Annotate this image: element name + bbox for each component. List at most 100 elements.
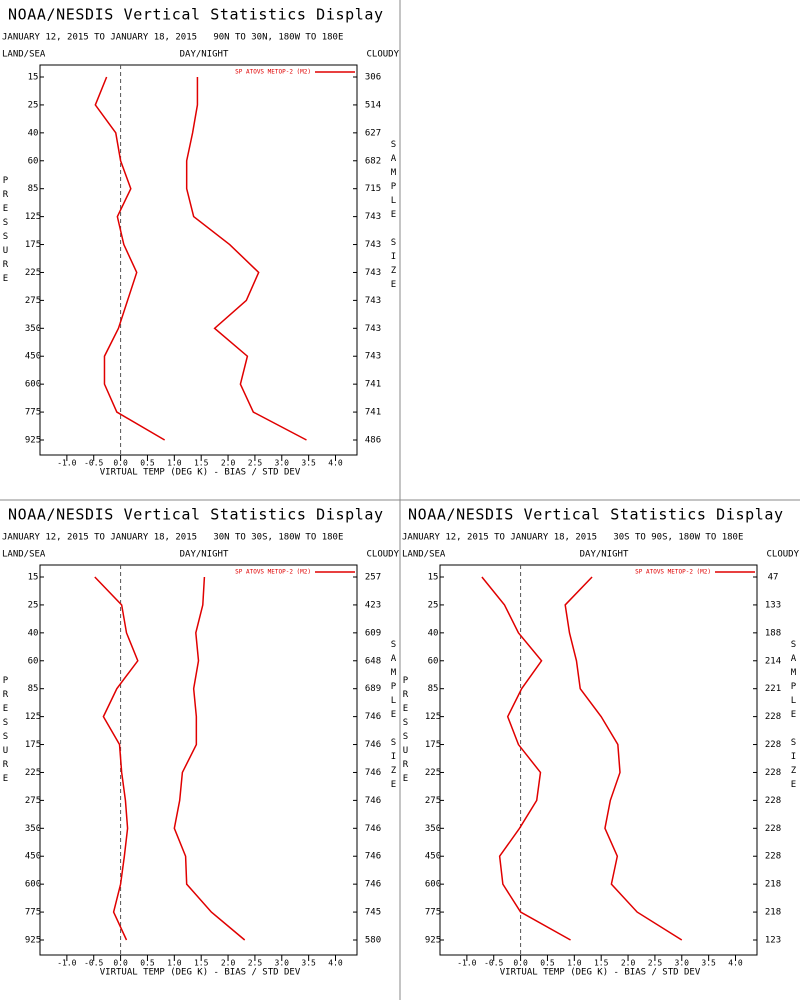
y-tick-label: 225 [425, 768, 441, 778]
x-tick-label: 0.0 [113, 459, 128, 468]
y-tick-label: 600 [425, 880, 441, 890]
x-tick-label: 3.5 [701, 959, 716, 968]
y-tick-label: 775 [425, 908, 441, 918]
sample-size-label: 228 [765, 824, 781, 834]
y-tick-label: 15 [428, 573, 439, 583]
sample-size-label: 47 [768, 573, 779, 583]
y-tick-label: 225 [25, 268, 41, 278]
x-tick-label: 0.0 [113, 959, 128, 968]
chart-title: NOAA/NESDIS Vertical Statistics Display [8, 506, 384, 524]
y-tick-label: 775 [25, 408, 41, 418]
x-tick-label: 2.5 [248, 959, 263, 968]
y-tick-label: 275 [25, 296, 41, 306]
sample-size-label: 228 [765, 768, 781, 778]
sample-size-label: 746 [365, 852, 381, 862]
y-tick-label: 600 [25, 880, 41, 890]
y-tick-label: 25 [428, 600, 439, 610]
x-tick-label: -0.5 [84, 459, 103, 468]
y-tick-label: 925 [425, 936, 441, 946]
x-tick-label: 1.0 [567, 959, 582, 968]
sample-size-label: 627 [365, 128, 381, 138]
y-tick-label: 60 [28, 656, 39, 666]
x-tick-label: 3.5 [301, 459, 316, 468]
land-sea-label: LAND/SEA [402, 550, 446, 560]
sample-size-label: 746 [365, 824, 381, 834]
series-line [94, 576, 139, 941]
x-axis-label: VIRTUAL TEMP (DEG K) - BIAS / STD DEV [100, 468, 301, 478]
x-axis-label: VIRTUAL TEMP (DEG K) - BIAS / STD DEV [500, 968, 701, 978]
day-night-label: DAY/NIGHT [180, 50, 229, 60]
chart-subtitle: JANUARY 12, 2015 TO JANUARY 18, 2015 90N… [2, 33, 343, 43]
y-tick-label: 85 [28, 184, 39, 194]
y2-axis-label: SAMPLE SIZE [789, 640, 799, 794]
x-tick-label: 2.0 [621, 959, 636, 968]
x-tick-label: -1.0 [57, 959, 76, 968]
y-tick-label: 25 [28, 600, 39, 610]
chart-subtitle: JANUARY 12, 2015 TO JANUARY 18, 2015 30N… [2, 533, 343, 543]
land-sea-label: LAND/SEA [2, 50, 46, 60]
sample-size-label: 228 [765, 796, 781, 806]
x-tick-label: 3.0 [675, 959, 690, 968]
sample-size-label: 743 [365, 352, 381, 362]
x-tick-label: 2.5 [648, 959, 663, 968]
chart-subtitle: JANUARY 12, 2015 TO JANUARY 18, 2015 30S… [402, 533, 743, 543]
y-axis-label: PRESSURE [1, 676, 11, 788]
sample-size-label: 609 [365, 628, 381, 638]
sample-size-label: 221 [765, 684, 781, 694]
series-line [185, 77, 307, 441]
legend-label: SP ATOVS METOP-2 (M2) [235, 569, 311, 576]
x-tick-label: 4.0 [328, 459, 343, 468]
y-tick-label: 40 [428, 628, 439, 638]
sample-size-label: 743 [365, 324, 381, 334]
sample-size-label: 218 [765, 880, 781, 890]
sample-size-label: 746 [365, 712, 381, 722]
y-tick-label: 15 [28, 573, 39, 583]
y-tick-label: 60 [428, 656, 439, 666]
series-line [173, 576, 246, 941]
x-tick-label: 0.5 [540, 959, 555, 968]
sample-size-label: 514 [365, 100, 381, 110]
land-sea-label: LAND/SEA [2, 550, 46, 560]
plot-frame [39, 64, 358, 456]
x-tick-label: 4.0 [728, 959, 743, 968]
x-tick-label: 0.5 [140, 459, 155, 468]
y-axis-label: PRESSURE [401, 676, 411, 788]
sample-size-label: 188 [765, 628, 781, 638]
sample-size-label: 257 [365, 573, 381, 583]
y-tick-label: 275 [425, 796, 441, 806]
y2-axis-label: SAMPLE SIZE [389, 640, 399, 794]
chart-title: NOAA/NESDIS Vertical Statistics Display [8, 6, 384, 24]
day-night-label: DAY/NIGHT [580, 550, 629, 560]
plot-frame [39, 564, 358, 956]
y-tick-label: 450 [25, 352, 41, 362]
y-tick-label: 350 [25, 824, 41, 834]
chart-title: NOAA/NESDIS Vertical Statistics Display [408, 506, 784, 524]
sample-size-label: 746 [365, 740, 381, 750]
sample-size-label: 648 [365, 656, 381, 666]
y2-axis-label: SAMPLE SIZE [389, 140, 399, 294]
y-axis-label: PRESSURE [1, 176, 11, 288]
x-tick-label: 3.5 [301, 959, 316, 968]
y-tick-label: 350 [425, 824, 441, 834]
sample-size-label: 123 [765, 936, 781, 946]
sample-size-label: 746 [365, 768, 381, 778]
plot-frame [439, 564, 758, 956]
y-tick-label: 125 [425, 712, 441, 722]
sample-size-label: 423 [365, 600, 381, 610]
x-tick-label: -0.5 [484, 959, 503, 968]
y-tick-label: 15 [28, 73, 39, 83]
y-tick-label: 85 [28, 684, 39, 694]
y-tick-label: 40 [28, 628, 39, 638]
y-tick-label: 450 [425, 852, 441, 862]
y-tick-label: 125 [25, 212, 41, 222]
sample-size-label: 741 [365, 408, 381, 418]
y-tick-label: 85 [428, 684, 439, 694]
sample-size-label: 741 [365, 380, 381, 390]
sample-size-label: 486 [365, 436, 381, 446]
sample-size-label: 214 [765, 656, 781, 666]
x-tick-label: 3.0 [275, 959, 290, 968]
sample-size-label: 580 [365, 936, 381, 946]
x-tick-label: 2.5 [248, 459, 263, 468]
y-tick-label: 225 [25, 768, 41, 778]
sample-size-label: 228 [765, 740, 781, 750]
